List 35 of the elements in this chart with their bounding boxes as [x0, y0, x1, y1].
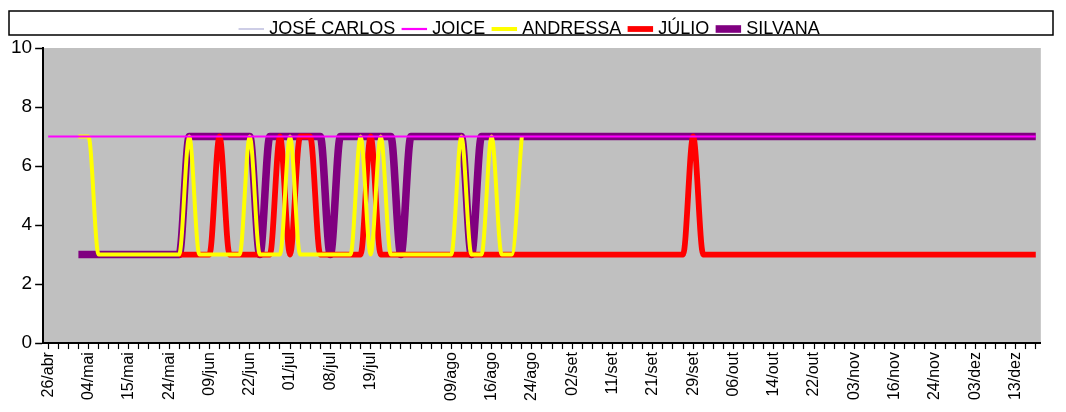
x-tick-label: 11/set — [602, 351, 620, 395]
legend-label: JOICE — [432, 17, 486, 38]
x-tick-label: 04/mai — [78, 352, 96, 401]
x-tick-label: 01/jul — [280, 352, 298, 391]
x-tick-label: 24/ago — [522, 351, 540, 401]
legend-label: SILVANA — [746, 17, 820, 38]
y-tick-label: 6 — [21, 154, 33, 176]
x-tick-label: 08/jul — [320, 352, 338, 391]
x-tick-label: 13/dez — [1006, 352, 1024, 401]
x-tick-label: 14/out — [764, 351, 782, 397]
legend-label: JOSÉ CARLOS — [269, 17, 396, 38]
x-tick-label: 22/jun — [240, 352, 258, 396]
legend-label: JÚLIO — [658, 16, 710, 38]
legend-label: ANDRESSA — [522, 17, 622, 38]
y-tick-label: 4 — [21, 213, 33, 235]
x-tick-label: 03/nov — [844, 352, 862, 401]
x-tick-label: 24/nov — [925, 352, 943, 401]
x-tick-label: 16/ago — [481, 351, 499, 401]
x-tick-label: 29/set — [683, 351, 701, 396]
x-tick-label: 15/mai — [119, 352, 137, 401]
y-tick-label: 0 — [21, 331, 33, 353]
x-tick-label: 16/nov — [885, 352, 903, 401]
x-tick-label: 06/out — [723, 351, 741, 397]
x-tick-label: 19/jul — [361, 352, 379, 391]
y-tick-label: 2 — [21, 272, 33, 294]
x-tick-label: 22/out — [804, 351, 822, 397]
x-tick-label: 02/set — [562, 351, 580, 396]
x-tick-label: 09/jun — [199, 352, 217, 396]
x-tick-label: 03/dez — [965, 352, 983, 401]
y-tick-label: 8 — [21, 95, 33, 117]
x-tick-label: 24/mai — [159, 352, 177, 401]
y-tick-label: 10 — [10, 36, 33, 58]
x-tick-label: 21/set — [643, 351, 661, 396]
x-tick-label: 26/abr — [38, 351, 56, 398]
x-tick-label: 09/ago — [441, 351, 459, 401]
